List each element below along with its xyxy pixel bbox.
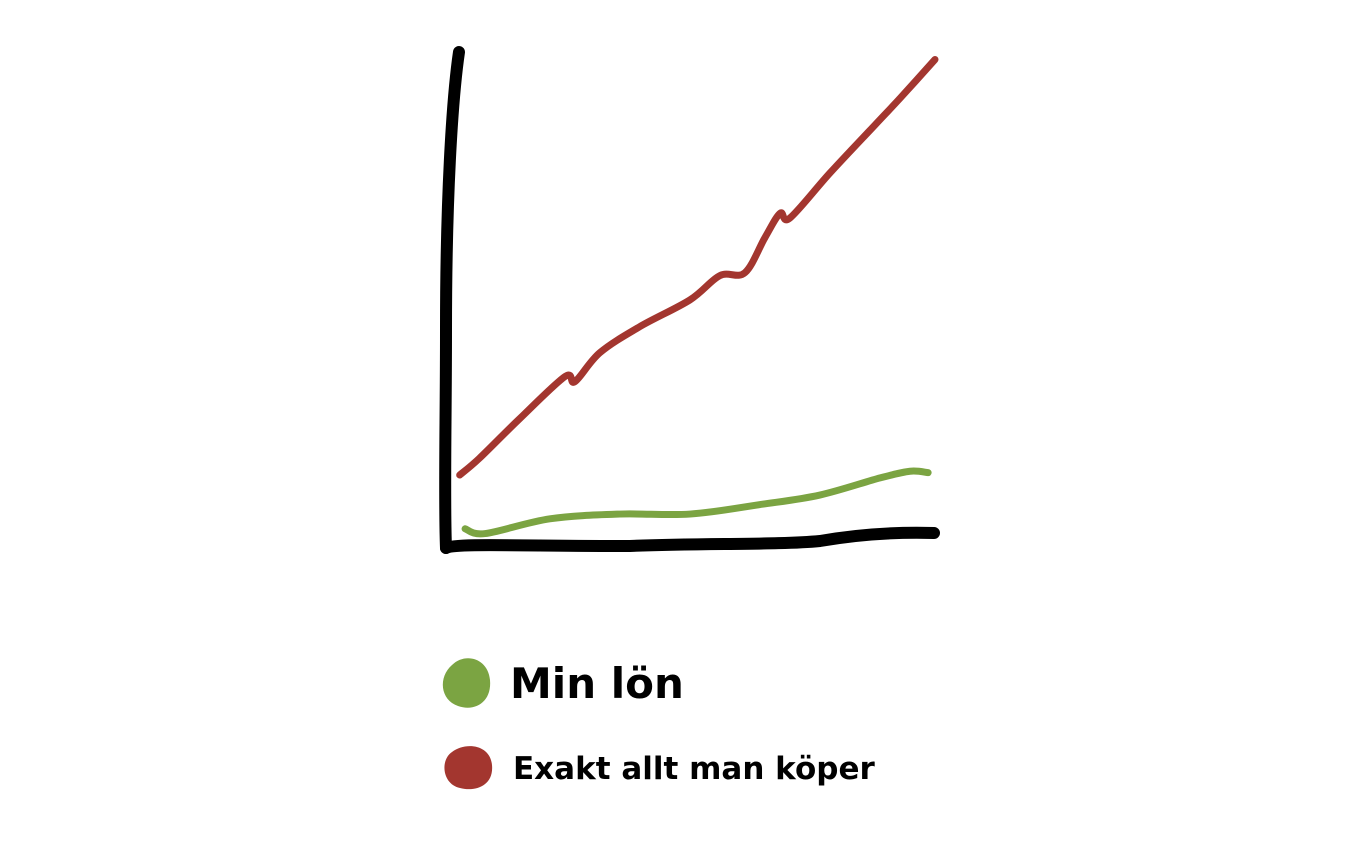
legend-label-min-lon: Min lön — [510, 659, 684, 708]
legend-swatch-red — [444, 746, 493, 790]
legend-label-exakt-allt-man-koper: Exakt allt man köper — [513, 751, 875, 787]
series-line-1 — [461, 467, 932, 538]
axes — [439, 46, 940, 554]
legend: Min lön Exakt allt man köper — [442, 658, 875, 790]
series-line-0 — [456, 56, 939, 479]
legend-swatch-green — [442, 658, 491, 708]
legend-item-min-lon: Min lön — [442, 658, 684, 708]
y-axis — [439, 46, 465, 554]
legend-item-exakt-allt-man-koper: Exakt allt man köper — [444, 746, 875, 790]
series-layer — [456, 56, 939, 538]
x-axis — [440, 526, 940, 554]
